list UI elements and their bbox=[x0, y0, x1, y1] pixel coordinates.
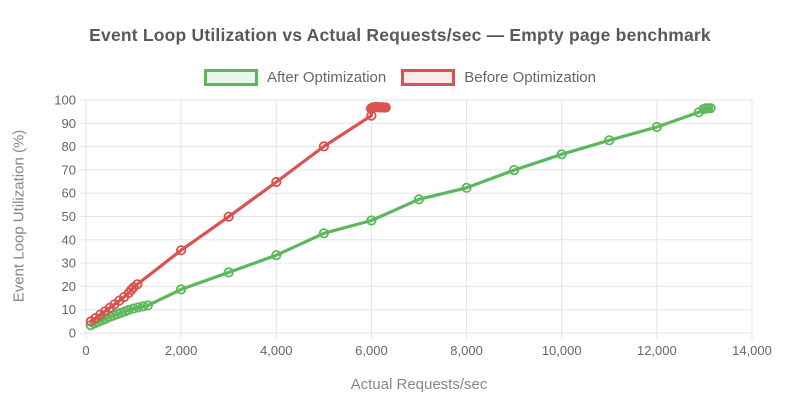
data-point-after-optimization bbox=[133, 302, 144, 313]
legend-item-after-optimization[interactable]: After Optimization bbox=[204, 69, 386, 86]
x-axis-title: Actual Requests/sec bbox=[350, 376, 488, 393]
x-tick-label: 10,000 bbox=[542, 343, 582, 358]
y-tick-label: 50 bbox=[62, 209, 76, 224]
legend-label-before-optimization: Before Optimization bbox=[464, 69, 596, 86]
data-point-after-optimization bbox=[223, 267, 234, 278]
x-tick-label: 0 bbox=[82, 343, 89, 358]
y-tick-label: 20 bbox=[62, 279, 76, 294]
data-point-before-optimization bbox=[132, 279, 143, 290]
data-point-after-optimization bbox=[128, 303, 139, 314]
chart-legend: After Optimization Before Optimization bbox=[0, 69, 800, 86]
y-tick-label: 100 bbox=[54, 93, 76, 108]
data-point-before-optimization bbox=[318, 141, 329, 152]
data-point-after-optimization bbox=[176, 284, 187, 295]
data-point-after-optimization bbox=[508, 165, 520, 176]
y-tick-label: 10 bbox=[62, 302, 76, 317]
x-tick-label: 12,000 bbox=[637, 343, 677, 358]
x-tick-label: 6,000 bbox=[355, 343, 388, 358]
data-point-after-optimization bbox=[461, 182, 472, 193]
x-tick-label: 14,000 bbox=[732, 343, 772, 358]
data-point-after-optimization bbox=[556, 149, 567, 160]
data-point-after-optimization bbox=[604, 135, 615, 146]
y-tick-label: 40 bbox=[62, 232, 76, 247]
data-point-after-optimization bbox=[318, 228, 329, 239]
y-tick-label: 30 bbox=[62, 256, 76, 271]
legend-label-after-optimization: After Optimization bbox=[267, 69, 387, 86]
data-point-after-optimization bbox=[271, 250, 282, 261]
data-point-before-optimization bbox=[271, 176, 282, 188]
data-point-before-optimization bbox=[176, 245, 187, 256]
data-point-after-optimization bbox=[413, 194, 425, 205]
data-point-before-optimization bbox=[126, 284, 137, 295]
x-tick-label: 4,000 bbox=[260, 343, 293, 358]
legend-item-before-optimization[interactable]: Before Optimization bbox=[401, 69, 596, 86]
y-tick-label: 0 bbox=[69, 326, 76, 341]
data-point-after-optimization bbox=[366, 215, 377, 226]
y-tick-label: 80 bbox=[62, 139, 76, 154]
y-tick-label: 60 bbox=[62, 186, 76, 201]
y-tick-label: 70 bbox=[62, 162, 76, 177]
x-tick-label: 2,000 bbox=[165, 343, 198, 358]
chart-title: Event Loop Utilization vs Actual Request… bbox=[89, 25, 711, 45]
data-point-after-optimization bbox=[705, 103, 716, 114]
data-point-before-optimization bbox=[223, 211, 234, 222]
data-point-after-optimization bbox=[142, 300, 153, 311]
data-point-after-optimization bbox=[651, 121, 663, 133]
data-point-before-optimization bbox=[380, 102, 391, 113]
legend-swatch-after-optimization bbox=[204, 69, 259, 86]
x-tick-label: 8,000 bbox=[450, 343, 483, 358]
data-point-after-optimization bbox=[123, 304, 134, 315]
y-tick-label: 90 bbox=[62, 116, 76, 131]
y-axis-title: Event Loop Utilization (%) bbox=[10, 129, 28, 303]
data-point-after-optimization bbox=[138, 301, 149, 312]
legend-swatch-before-optimization bbox=[401, 69, 456, 86]
